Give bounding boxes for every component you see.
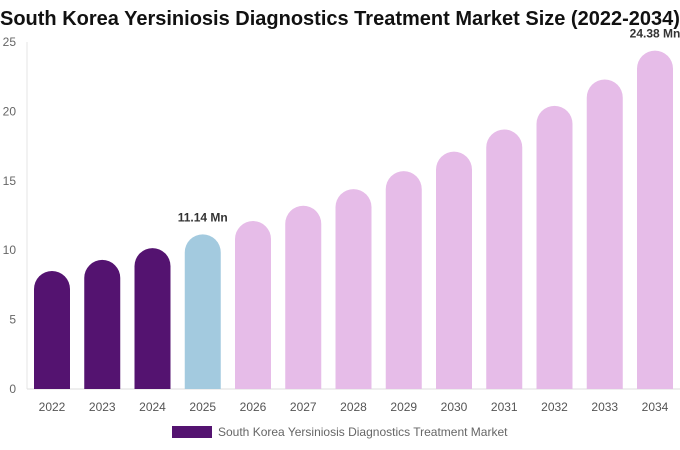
x-tick-label: 2024 [139,400,166,414]
y-tick-label: 0 [9,382,16,396]
x-tick-label: 2029 [390,400,417,414]
bar-2024 [134,248,171,389]
x-tick-label: 2026 [240,400,267,414]
bar-2032 [536,105,573,390]
data-label: 11.14 Mn [178,210,228,224]
legend-swatch [172,426,212,438]
bar-2023 [84,259,121,389]
x-tick-label: 2028 [340,400,367,414]
y-tick-label: 25 [3,35,17,49]
bar-2031 [486,129,523,389]
x-tick-label: 2033 [591,400,618,414]
x-tick-label: 2031 [491,400,518,414]
bar-2030 [436,151,472,389]
data-label: 24.38 Mn [630,27,680,41]
bar-2027 [285,205,322,389]
bar-2033 [586,79,623,389]
bar-2029 [385,171,422,389]
y-tick-label: 15 [3,174,17,188]
legend: South Korea Yersiniosis Diagnostics Trea… [172,425,507,439]
x-tick-label: 2022 [39,400,66,414]
y-tick-label: 10 [3,243,17,257]
x-tick-label: 2034 [642,400,669,414]
y-tick-label: 20 [3,104,17,118]
bar-2034 [637,50,673,390]
x-tick-label: 2023 [89,400,116,414]
bar-2028 [335,189,372,389]
y-tick-label: 5 [9,313,16,327]
x-tick-label: 2032 [541,400,568,414]
bar-2025 [184,234,221,389]
chart-title: South Korea Yersiniosis Diagnostics Trea… [0,8,680,30]
x-tick-label: 2030 [441,400,468,414]
legend-label: South Korea Yersiniosis Diagnostics Trea… [218,425,508,439]
x-tick-label: 2025 [189,400,216,414]
bar-2026 [235,221,271,389]
x-tick-label: 2027 [290,400,317,414]
bar-2022 [34,271,70,389]
